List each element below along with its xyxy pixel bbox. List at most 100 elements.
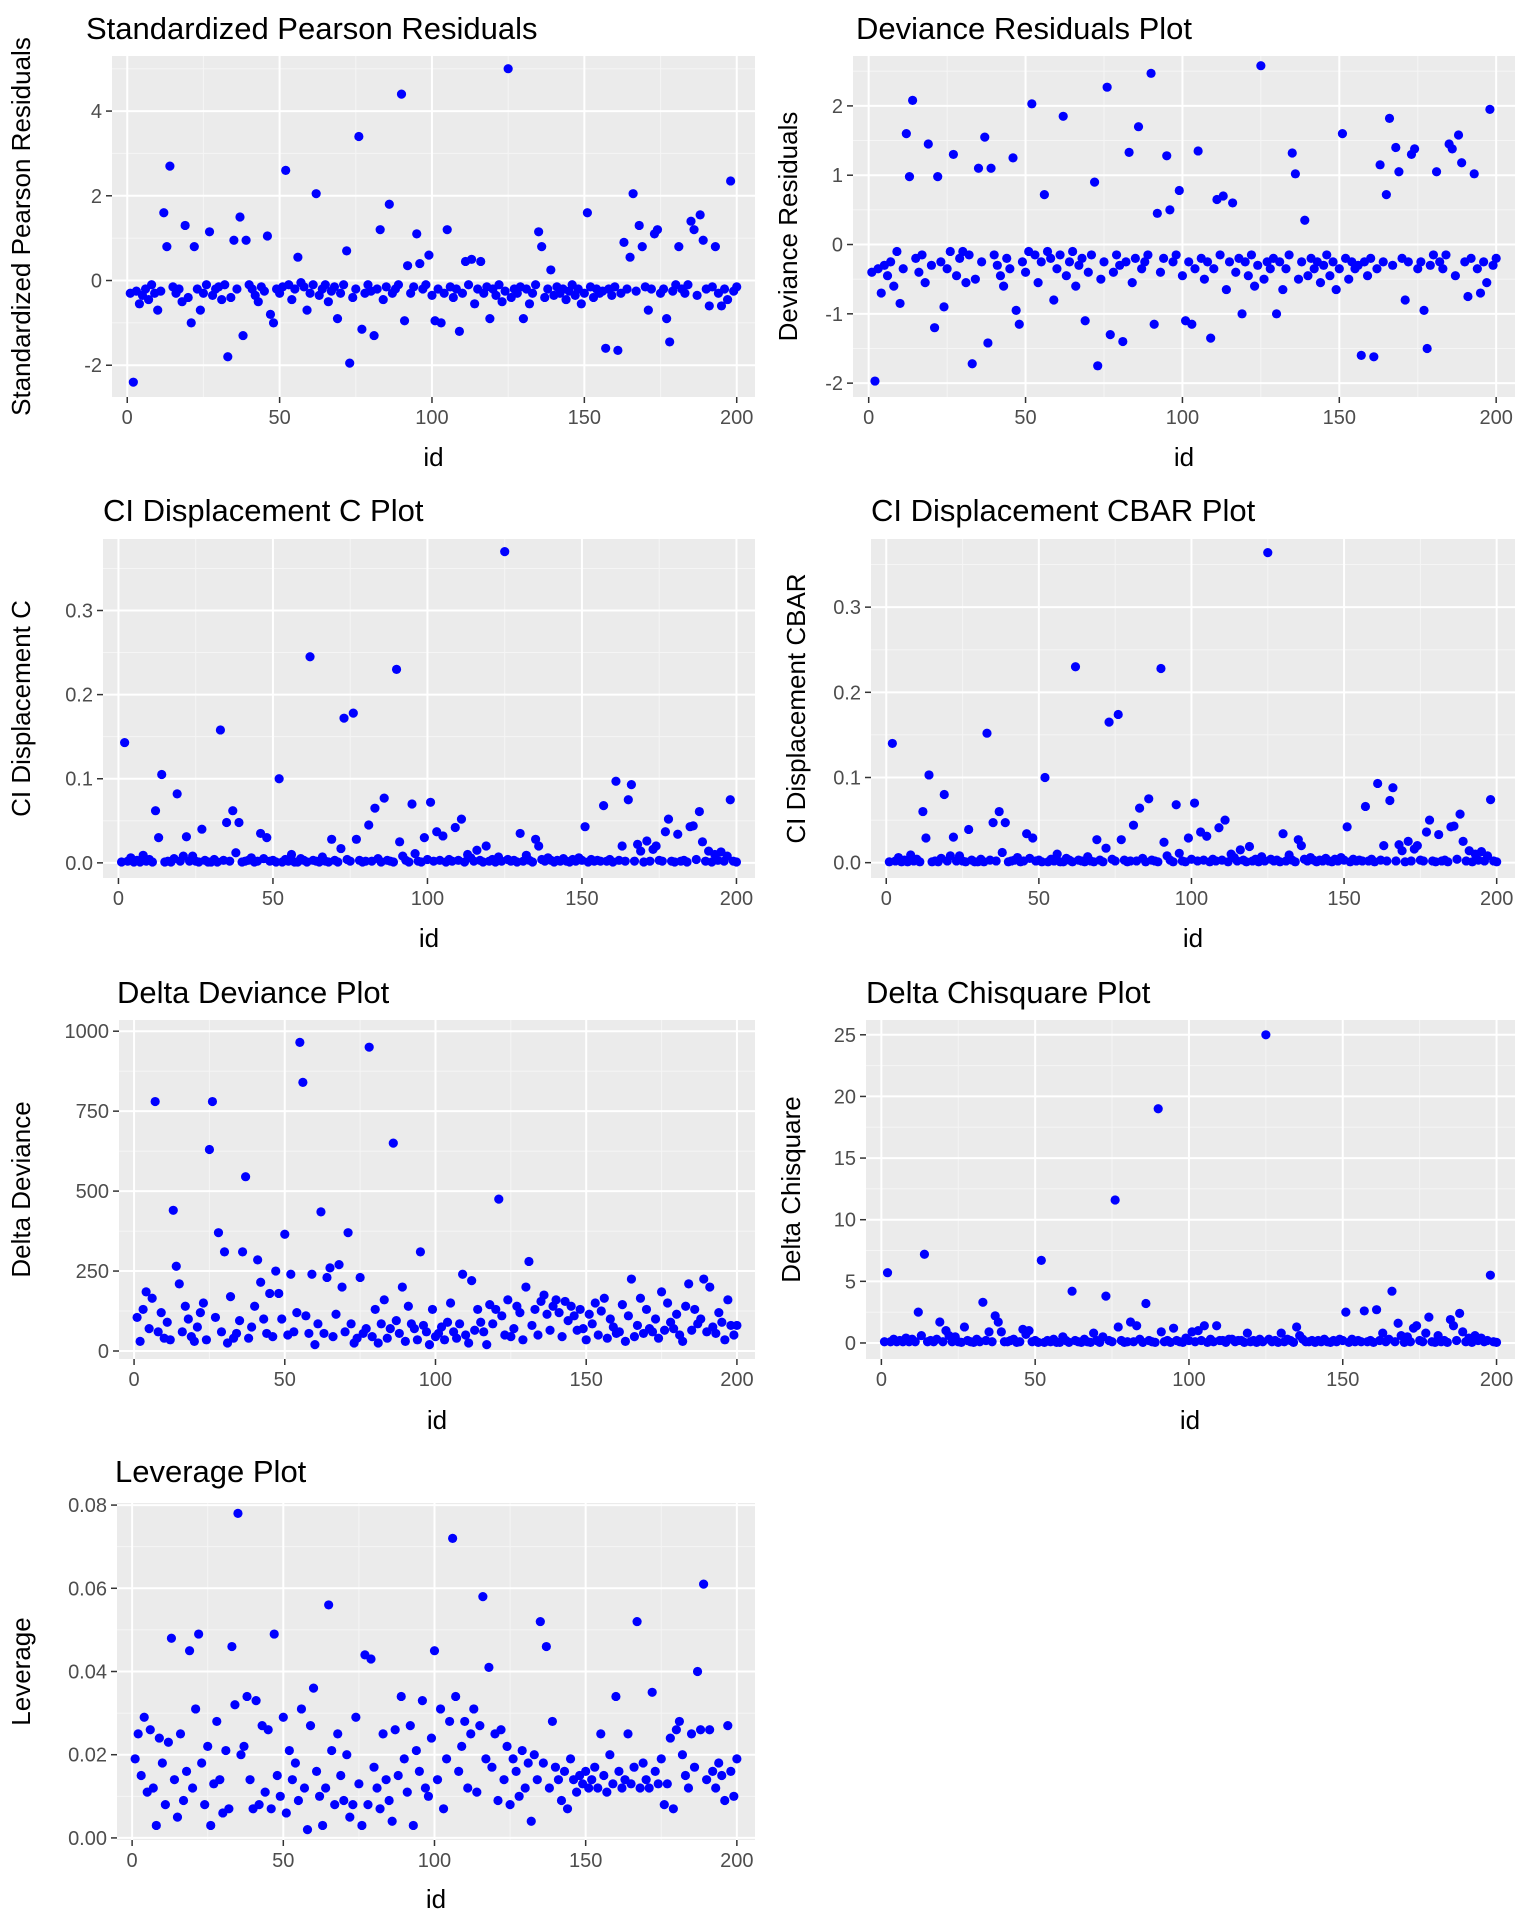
data-point <box>697 837 708 847</box>
y-tick-label: -2 <box>84 355 102 377</box>
data-point <box>206 1820 216 1831</box>
y-tick-label: 0.2 <box>65 685 93 707</box>
data-point <box>634 220 644 231</box>
data-point <box>938 1337 948 1347</box>
data-point <box>1263 548 1273 558</box>
data-point <box>1159 253 1169 263</box>
data-point <box>153 1327 163 1337</box>
x-tick-label: 200 <box>720 407 753 429</box>
data-point <box>1303 271 1313 281</box>
data-point <box>710 242 720 252</box>
data-point <box>369 1762 379 1772</box>
data-point <box>1246 250 1257 260</box>
x-tick-label: 150 <box>570 1369 603 1391</box>
data-point <box>729 1791 739 1801</box>
data-point <box>1199 274 1209 284</box>
data-point <box>1099 257 1109 267</box>
data-point <box>729 1330 739 1340</box>
data-point <box>889 281 899 291</box>
data-point <box>192 1322 202 1332</box>
data-point <box>1089 177 1100 187</box>
x-axis-title: id <box>427 1405 447 1435</box>
data-point <box>237 1247 248 1257</box>
data-point <box>992 260 1002 270</box>
data-point <box>457 1741 467 1751</box>
data-point <box>1278 284 1288 295</box>
data-point <box>692 290 702 300</box>
data-point <box>245 1775 255 1785</box>
x-axis-title: id <box>419 923 439 953</box>
data-point <box>1373 778 1383 789</box>
data-point <box>551 1295 561 1305</box>
data-point <box>1040 772 1050 783</box>
data-point <box>629 1762 639 1772</box>
data-point <box>286 849 297 860</box>
data-point <box>1052 849 1062 859</box>
data-point <box>722 294 733 305</box>
data-point <box>1375 160 1385 170</box>
data-point <box>404 857 414 867</box>
y-tick-label: 0 <box>98 1341 109 1363</box>
data-point <box>681 1301 691 1311</box>
data-point <box>421 1327 432 1337</box>
data-point <box>454 1766 464 1776</box>
data-point <box>277 1314 287 1324</box>
data-point <box>244 1333 254 1343</box>
data-point <box>224 1804 234 1814</box>
data-point <box>1036 1255 1046 1265</box>
data-point <box>464 1338 474 1348</box>
data-point <box>207 1096 218 1107</box>
data-point <box>235 212 245 222</box>
data-point <box>393 280 404 290</box>
data-point <box>1030 250 1040 260</box>
data-point <box>524 1256 534 1267</box>
data-point <box>1058 111 1068 121</box>
y-tick-label: 0.1 <box>65 769 93 791</box>
data-point <box>262 833 272 843</box>
data-point <box>1309 264 1319 274</box>
data-point <box>1281 264 1291 274</box>
data-point <box>351 1712 361 1722</box>
data-point <box>1068 246 1078 257</box>
data-point <box>576 299 586 309</box>
data-point <box>617 1300 627 1310</box>
data-point <box>171 1261 181 1271</box>
data-point <box>731 857 742 867</box>
y-axis-title: Delta Chisquare <box>776 1096 806 1282</box>
data-point <box>1385 795 1395 806</box>
data-point <box>226 292 236 303</box>
data-point <box>301 1311 311 1321</box>
data-point <box>1447 144 1457 154</box>
data-point <box>395 837 405 847</box>
data-point <box>1221 284 1231 295</box>
data-point <box>162 1317 172 1327</box>
plot-panel <box>103 539 755 878</box>
data-point <box>482 1340 492 1350</box>
data-point <box>948 832 959 842</box>
data-point <box>1359 1306 1369 1316</box>
data-point <box>1008 153 1018 163</box>
data-point <box>625 252 635 262</box>
x-tick-label: 200 <box>720 1850 753 1872</box>
data-point <box>448 292 458 303</box>
data-point <box>915 857 925 867</box>
data-point <box>1322 250 1332 260</box>
data-point <box>334 1260 344 1270</box>
data-point <box>1146 68 1156 78</box>
data-point <box>1190 264 1200 274</box>
data-point <box>1027 99 1037 109</box>
data-point <box>1259 274 1269 284</box>
data-point <box>318 1820 328 1831</box>
data-point <box>623 1311 634 1321</box>
y-tick-label: 0.00 <box>68 1828 107 1850</box>
data-point <box>150 1096 160 1107</box>
data-point <box>325 1263 335 1273</box>
data-point <box>419 833 429 843</box>
data-point <box>180 1301 190 1311</box>
data-point <box>363 1800 373 1810</box>
data-point <box>1300 215 1310 225</box>
plot-title: Deviance Residuals Plot <box>856 11 1192 46</box>
data-point <box>1162 151 1172 161</box>
data-point <box>1466 253 1476 263</box>
data-point <box>578 1324 588 1334</box>
